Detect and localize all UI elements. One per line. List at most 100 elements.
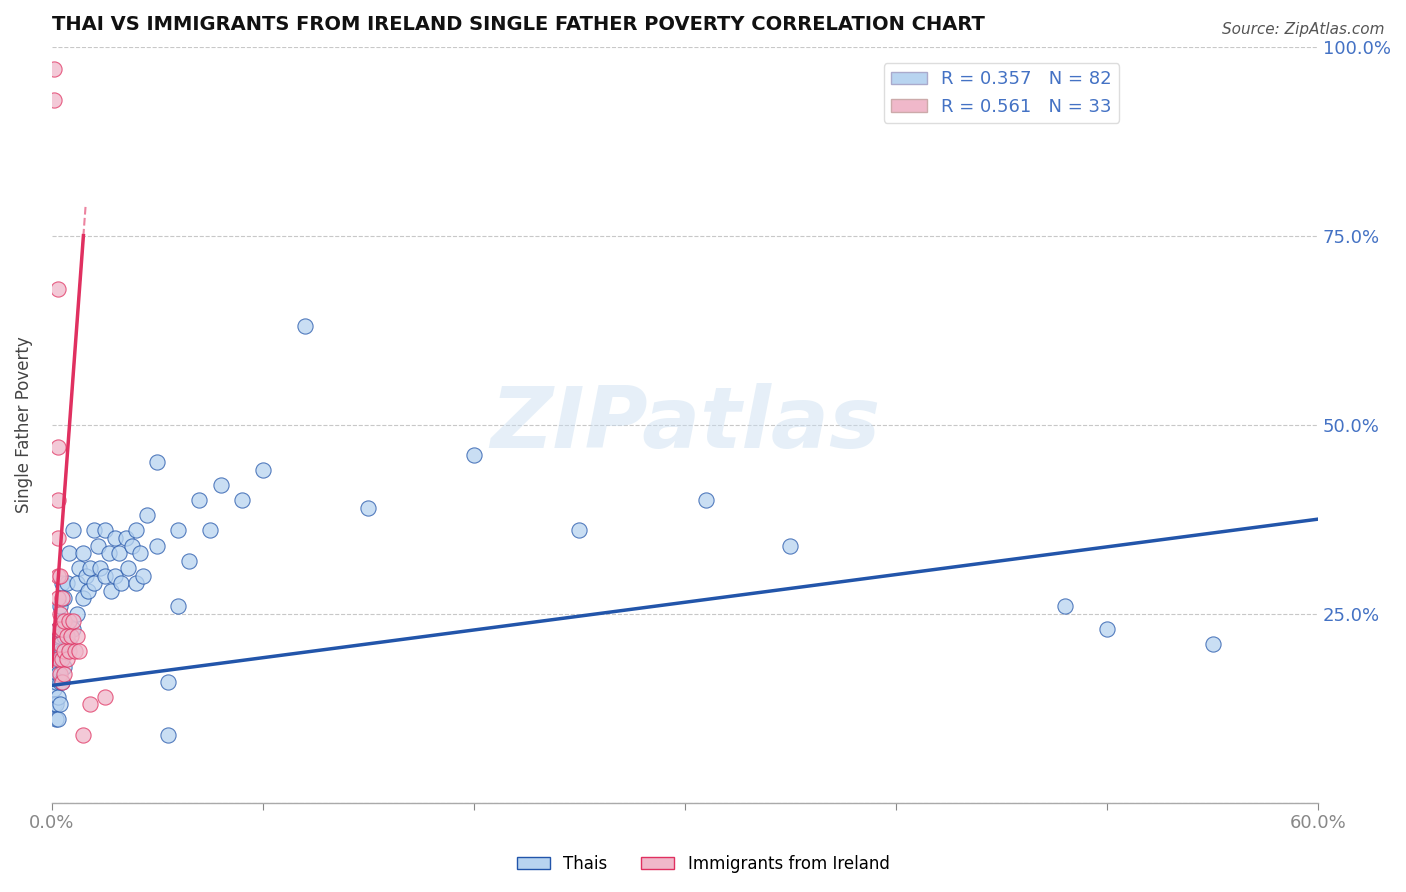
Point [49, 652, 72, 666]
Point [156, 727, 179, 741]
Point [146, 539, 169, 553]
Point [49, 599, 72, 613]
Point [66, 576, 89, 591]
Point [83, 524, 105, 538]
Point [46, 667, 69, 681]
Point [51, 674, 73, 689]
Point [104, 531, 127, 545]
Point [63, 644, 86, 658]
Point [53, 614, 76, 628]
Point [58, 546, 80, 560]
Point [46, 690, 69, 704]
Point [252, 463, 274, 477]
Point [67, 644, 90, 658]
Point [104, 569, 127, 583]
Point [46, 652, 69, 666]
Point [97, 546, 120, 560]
Point [110, 576, 132, 591]
Point [46, 440, 69, 454]
Point [45, 698, 67, 712]
Point [1201, 637, 1223, 651]
Point [125, 524, 148, 538]
Point [131, 569, 153, 583]
Point [463, 448, 485, 462]
Point [42, 682, 65, 697]
Point [46, 531, 69, 545]
Point [49, 569, 72, 583]
Point [1053, 599, 1076, 613]
Point [294, 319, 316, 334]
Point [42, 644, 65, 658]
Point [93, 524, 115, 538]
Point [46, 713, 69, 727]
Point [58, 644, 80, 658]
Point [49, 637, 72, 651]
Point [231, 493, 253, 508]
Point [121, 539, 143, 553]
Point [83, 576, 105, 591]
Point [79, 561, 101, 575]
Point [125, 576, 148, 591]
Point [67, 561, 90, 575]
Point [45, 659, 67, 673]
Point [177, 554, 200, 568]
Point [46, 282, 69, 296]
Point [42, 62, 65, 77]
Point [55, 622, 77, 636]
Point [1095, 622, 1118, 636]
Text: THAI VS IMMIGRANTS FROM IRELAND SINGLE FATHER POVERTY CORRELATION CHART: THAI VS IMMIGRANTS FROM IRELAND SINGLE F… [52, 15, 984, 34]
Point [357, 500, 380, 515]
Point [129, 546, 152, 560]
Point [51, 591, 73, 606]
Point [135, 508, 157, 523]
Point [46, 622, 69, 636]
Point [568, 524, 591, 538]
Point [51, 674, 73, 689]
Point [45, 674, 67, 689]
Point [167, 524, 190, 538]
Point [45, 637, 67, 651]
Point [62, 614, 84, 628]
Point [72, 546, 94, 560]
Point [49, 698, 72, 712]
Point [72, 591, 94, 606]
Point [46, 569, 69, 583]
Point [62, 524, 84, 538]
Point [53, 644, 76, 658]
Point [58, 637, 80, 651]
Point [42, 667, 65, 681]
Point [51, 622, 73, 636]
Point [51, 652, 73, 666]
Point [114, 531, 136, 545]
Point [79, 698, 101, 712]
Point [51, 644, 73, 658]
Point [62, 622, 84, 636]
Point [72, 727, 94, 741]
Point [45, 713, 67, 727]
Point [42, 698, 65, 712]
Point [100, 583, 122, 598]
Point [198, 524, 221, 538]
Point [53, 629, 76, 643]
Point [49, 607, 72, 621]
Y-axis label: Single Father Poverty: Single Father Poverty [15, 336, 32, 513]
Point [87, 539, 110, 553]
Point [46, 591, 69, 606]
Point [779, 539, 801, 553]
Legend: Thais, Immigrants from Ireland: Thais, Immigrants from Ireland [510, 848, 896, 880]
Point [209, 478, 232, 492]
Point [93, 690, 115, 704]
Point [59, 629, 82, 643]
Point [51, 614, 73, 628]
Point [55, 576, 77, 591]
Point [49, 629, 72, 643]
Point [53, 591, 76, 606]
Point [66, 607, 89, 621]
Point [156, 674, 179, 689]
Text: Source: ZipAtlas.com: Source: ZipAtlas.com [1222, 22, 1385, 37]
Point [188, 493, 211, 508]
Point [49, 674, 72, 689]
Point [42, 629, 65, 643]
Point [93, 569, 115, 583]
Point [76, 583, 98, 598]
